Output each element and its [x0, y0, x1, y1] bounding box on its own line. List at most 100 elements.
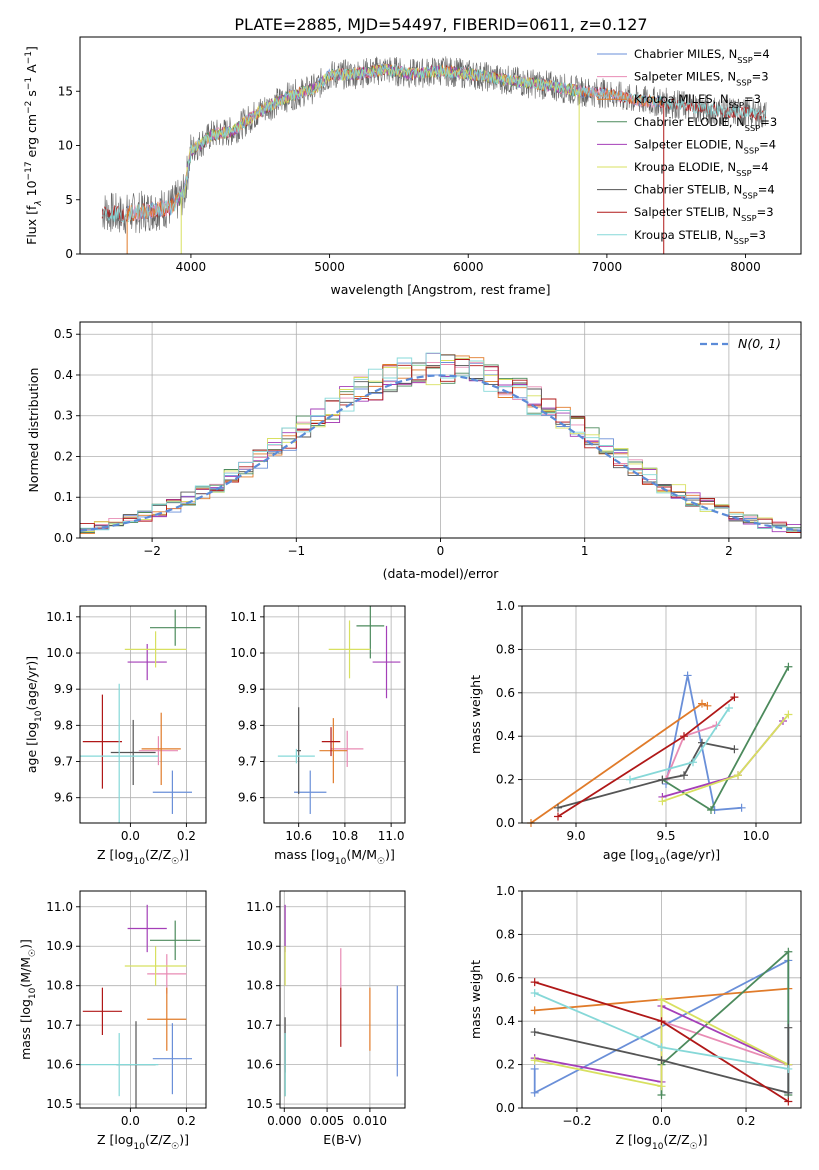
x-axis-label-part: )]: [698, 1132, 708, 1147]
x-tick-label: 11.0: [378, 829, 405, 843]
y-tick-label: 0.8: [496, 642, 515, 656]
y-axis-label: mass weight: [468, 675, 483, 754]
x-tick-label: 10.8: [332, 829, 359, 843]
weight-marker: [530, 1064, 539, 1073]
x-axis-label-part: (Z/Z: [145, 847, 171, 862]
plot-area-mass_vs_Z: [80, 904, 201, 1108]
x-tick-label: 0.010: [353, 1114, 387, 1128]
x-axis-label-part: 10: [654, 857, 666, 867]
legend-label-part: =3: [752, 70, 769, 84]
y-axis-label-part: λ: [34, 200, 44, 206]
weight-marker: [657, 1017, 666, 1026]
y-tick-label: 10.6: [46, 1058, 73, 1072]
y-tick-label: 0.4: [54, 368, 73, 382]
y-axis-label-part: 10: [24, 180, 39, 200]
x-axis-label-part: ☉: [690, 1142, 698, 1152]
x-axis-label: wavelength [Angstrom, rest frame]: [330, 282, 550, 297]
y-axis-label-part: 10: [34, 710, 44, 722]
legend-label-part: =4: [753, 47, 770, 61]
plot-massweight_vs_Z: −0.2 0.0 0.2 0.0 0.2 0.4 0.6 0.8 1.0 Z [log10(Z/Z…: [468, 884, 802, 1152]
weight-line: [662, 713, 790, 803]
weight-line: [557, 696, 735, 818]
x-axis-label: age [log10(age/yr)]: [603, 847, 720, 867]
legend-label: N(0, 1): [738, 336, 781, 351]
legend-label-part: Kroupa MILES, N: [634, 92, 729, 106]
y-tick-label: 0.3: [54, 409, 73, 423]
axes-frame: [279, 890, 406, 1109]
y-tick-label: 10.9: [246, 939, 273, 953]
y-axis-label-part: log: [24, 722, 39, 741]
plot-area-spectrum: [101, 56, 767, 254]
legend-label-part: =4: [759, 137, 776, 151]
legend-label-part: Salpeter ELODIE, N: [634, 137, 744, 151]
x-tick-label: 0.2: [177, 1114, 196, 1128]
y-axis-label-part: log: [18, 999, 33, 1018]
plot-area-mass_vs_EBV: [284, 904, 398, 1097]
x-tick-label: 6000: [453, 260, 484, 274]
y-tick-label: 5: [65, 193, 73, 207]
y-tick-label: 0.0: [496, 816, 515, 830]
y-axis-label: mass weight: [468, 960, 483, 1039]
legend-label-part: SSP: [742, 191, 757, 201]
axes-frame: [521, 605, 802, 824]
legend-label: Salpeter MILES, NSSP=3: [634, 70, 769, 88]
weight-marker: [658, 775, 667, 784]
x-axis-label-part: 10: [335, 857, 347, 867]
weight-line: [660, 949, 790, 1095]
legend-label: Kroupa ELODIE, NSSP=4: [634, 160, 769, 178]
y-tick-label: 10: [58, 139, 73, 153]
x-tick-label: 5000: [314, 260, 345, 274]
x-axis-label-part: log: [316, 847, 335, 862]
weight-marker: [784, 710, 793, 719]
x-tick-label: 0.0: [652, 1114, 671, 1128]
legend-label-part: SSP: [741, 213, 756, 223]
weight-marker: [725, 703, 733, 712]
y-axis-label-part: −2: [24, 101, 34, 114]
axes-frame: [263, 605, 406, 824]
x-tick-label: 0.0: [121, 1114, 140, 1128]
x-axis-label: E(B-V): [323, 1132, 362, 1147]
y-axis-label-part: 10: [28, 987, 38, 999]
x-tick-label: 0.000: [267, 1114, 301, 1128]
y-axis-label-part: Flux [f: [24, 205, 39, 245]
plot-age_vs_mass: 10.6 10.8 11.0 9.6 9.7 9.8 9.9 10.0 10.1 mass [lo…: [230, 605, 406, 867]
legend-label: Kroupa MILES, NSSP=3: [634, 92, 761, 110]
x-axis-label-part: )]: [179, 1132, 189, 1147]
weight-marker: [784, 947, 793, 956]
weight-marker: [730, 745, 739, 754]
y-axis-label: age [log10(age/yr)]: [24, 656, 44, 773]
y-tick-label: 11.0: [46, 900, 73, 914]
y-axis-label: Flux [fλ 10−17 erg cm−2 s−1 A−1]: [24, 46, 44, 245]
weight-marker: [784, 1064, 793, 1073]
weight-marker: [626, 775, 634, 784]
legend-label: Chabrier STELIB, NSSP=4: [634, 183, 775, 201]
x-axis-label-part: Z [: [616, 1132, 633, 1147]
plot-mass_vs_Z: 0.0 0.210.510.610.710.810.911.0Z [log10(Z…: [18, 890, 207, 1152]
y-tick-label: 0.2: [496, 1058, 515, 1072]
x-axis-label-part: Z [: [97, 847, 114, 862]
weight-marker: [707, 805, 715, 814]
weight-line: [534, 1027, 790, 1094]
weight-marker: [703, 701, 712, 710]
y-tick-label: 10.8: [46, 979, 73, 993]
weight-marker: [658, 797, 667, 806]
plot-massweight_vs_age: 9.0 9.5 10.0 0.0 0.2 0.4 0.6 0.8 1.0 age [log10(a…: [468, 599, 802, 867]
y-tick-label: 0.2: [496, 773, 515, 787]
x-tick-label: −0.2: [562, 1114, 591, 1128]
x-axis-label: Z [log10(Z/Z☉)]: [97, 847, 189, 867]
y-axis-label-part: )]: [18, 939, 33, 949]
weight-marker: [784, 1097, 793, 1106]
x-axis-label: (data-model)/error: [383, 566, 500, 581]
y-tick-label: 1.0: [496, 599, 515, 613]
y-tick-label: 11.0: [246, 900, 273, 914]
legend-label-part: SSP: [744, 145, 759, 155]
y-axis-label-part: s: [24, 90, 39, 101]
x-axis-label-part: E(B-V): [323, 1132, 362, 1147]
x-axis-label-part: wavelength [Angstrom, rest frame]: [330, 282, 550, 297]
y-tick-label: 0.6: [496, 971, 515, 985]
plot-spectrum: 4000 5000 6000 7000 8000 0 5 10 15 wavelength [An…: [24, 36, 802, 297]
x-axis-label-part: log: [633, 1132, 652, 1147]
x-axis-label-part: ☉: [377, 857, 385, 867]
legend-label: Salpeter ELODIE, NSSP=4: [634, 137, 776, 155]
